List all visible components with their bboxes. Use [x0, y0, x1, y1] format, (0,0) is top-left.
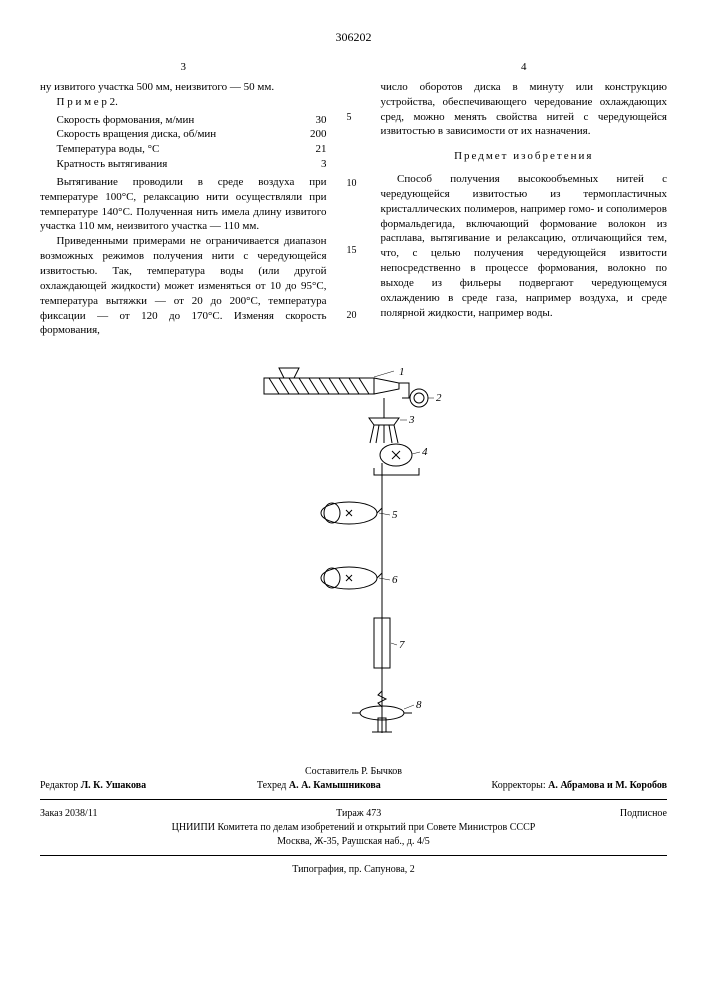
subject-title: Предмет изобретения — [381, 149, 668, 164]
line-numbers: 5 10 15 20 — [347, 60, 361, 338]
fig-label-3: 3 — [408, 414, 415, 426]
line-num: 10 — [347, 178, 357, 189]
footer: Составитель Р. Бычков Редактор Л. К. Уша… — [40, 766, 667, 875]
params-block: Скорость формования, м/мин 30 Скорость в… — [40, 113, 327, 172]
left-intro: ну извитого участка 500 мм, неизвитого —… — [40, 80, 327, 95]
tirage: Тираж 473 — [336, 808, 381, 819]
right-column: 4 число оборотов диска в минуту или конс… — [381, 60, 668, 338]
footer-meta: Заказ 2038/11 Тираж 473 Подписное — [40, 808, 667, 819]
param-row: Температура воды, °C 21 — [40, 142, 327, 157]
param-label: Скорость формования, м/мин — [40, 113, 297, 128]
fig-label-8: 8 — [416, 699, 422, 711]
fig-label-6: 6 — [392, 574, 398, 586]
param-val: 30 — [297, 113, 327, 128]
param-label: Скорость вращения диска, об/мин — [40, 127, 297, 142]
param-row: Скорость вращения диска, об/мин 200 — [40, 127, 327, 142]
param-val: 200 — [297, 127, 327, 142]
param-val: 3 — [297, 157, 327, 172]
fig-label-4: 4 — [422, 446, 428, 458]
example-title: П р и м е р 2. — [40, 95, 327, 110]
claim: Способ получения высокообъемных нитей с … — [381, 172, 668, 320]
signed: Подписное — [620, 808, 667, 819]
param-label: Кратность вытягивания — [40, 157, 297, 172]
param-label: Температура воды, °C — [40, 142, 297, 157]
order: Заказ 2038/11 — [40, 808, 97, 819]
param-row: Кратность вытягивания 3 — [40, 157, 327, 172]
org: ЦНИИПИ Комитета по делам изобретений и о… — [40, 822, 667, 833]
param-row: Скорость формования, м/мин 30 — [40, 113, 327, 128]
editor: Редактор Л. К. Ушакова — [40, 780, 146, 791]
line-num: 15 — [347, 245, 357, 256]
correctors: Корректоры: А. Абрамова и М. Коробов — [492, 780, 667, 791]
footer-credits: Редактор Л. К. Ушакова Техред А. А. Камы… — [40, 780, 667, 791]
patent-number: 306202 — [40, 30, 667, 45]
param-val: 21 — [297, 142, 327, 157]
fig-label-1: 1 — [399, 366, 405, 378]
printer: Типография, пр. Сапунова, 2 — [40, 864, 667, 875]
techred: Техред А. А. Камышникова — [257, 780, 381, 791]
fig-label-7: 7 — [399, 639, 405, 651]
left-column: 3 ну извитого участка 500 мм, неизвитого… — [40, 60, 327, 338]
col-num-right: 4 — [381, 60, 668, 75]
right-p1: число оборотов диска в минуту или констр… — [381, 80, 668, 139]
left-p1: Вытягивание проводили в среде воздуха пр… — [40, 175, 327, 234]
left-p2: Приведенными примерами не ограничивается… — [40, 234, 327, 338]
figure: 1 2 3 4 5 6 7 8 — [40, 363, 667, 746]
col-num-left: 3 — [40, 60, 327, 75]
fig-label-5: 5 — [392, 509, 398, 521]
address: Москва, Ж-35, Раушская наб., д. 4/5 — [40, 836, 667, 847]
apparatus-diagram: 1 2 3 4 5 6 7 8 — [224, 363, 484, 743]
text-columns: 3 ну извитого участка 500 мм, неизвитого… — [40, 60, 667, 338]
line-num: 5 — [347, 112, 352, 123]
fig-label-2: 2 — [436, 392, 442, 404]
compiler: Составитель Р. Бычков — [40, 766, 667, 777]
line-num: 20 — [347, 310, 357, 321]
